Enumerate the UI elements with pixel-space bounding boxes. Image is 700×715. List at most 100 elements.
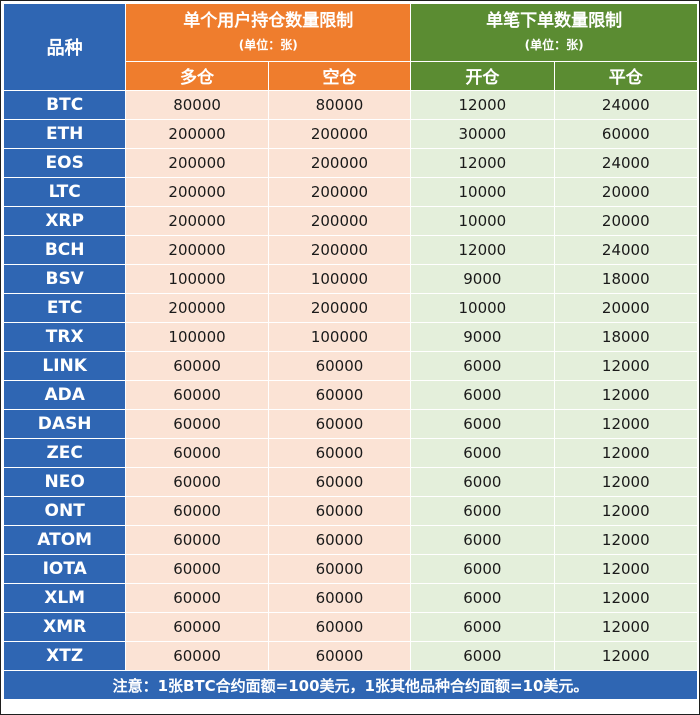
close-limit-cell: 24000: [554, 236, 697, 264]
close-limit-cell: 12000: [554, 439, 697, 467]
long-limit-cell: 200000: [126, 207, 268, 235]
order-limit-unit: (单位：张): [524, 38, 584, 53]
open-limit-cell: 10000: [411, 178, 554, 206]
close-limit-cell: 12000: [554, 642, 697, 670]
symbol-cell: ADA: [4, 381, 126, 409]
close-limit-cell: 18000: [554, 323, 697, 351]
table-body: BTC 80000 80000 12000 24000 ETH 200000 200000 30…: [4, 91, 697, 670]
close-limit-cell: 12000: [554, 381, 697, 409]
open-limit-cell: 30000: [411, 120, 554, 148]
position-limit-title: 单个用户持仓数量限制: [183, 11, 354, 32]
table-row: TRX 100000 100000 9000 18000: [4, 323, 697, 351]
symbol-cell: XLM: [4, 584, 126, 612]
table-row: ZEC 60000 60000 6000 12000: [4, 439, 697, 467]
table-row: EOS 200000 200000 12000 24000: [4, 149, 697, 177]
open-limit-cell: 9000: [411, 323, 554, 351]
symbol-cell: DASH: [4, 410, 126, 438]
short-limit-cell: 60000: [268, 584, 411, 612]
close-limit-cell: 12000: [554, 526, 697, 554]
close-limit-cell: 20000: [554, 207, 697, 235]
short-limit-cell: 60000: [268, 468, 411, 496]
close-limit-cell: 12000: [554, 584, 697, 612]
long-limit-cell: 100000: [126, 323, 268, 351]
table-row: XRP 200000 200000 10000 20000: [4, 207, 697, 235]
open-column-header: 开仓: [411, 61, 554, 90]
open-limit-cell: 6000: [411, 352, 554, 380]
table-row: BTC 80000 80000 12000 24000: [4, 91, 697, 119]
short-limit-cell: 60000: [268, 352, 411, 380]
short-limit-cell: 200000: [268, 294, 411, 322]
contract-limits-table: 品种 单个用户持仓数量限制 (单位：张) 单笔下单数量限制 (单位：张) 多仓 …: [3, 3, 698, 700]
short-limit-cell: 200000: [268, 120, 411, 148]
symbol-cell: BSV: [4, 265, 126, 293]
symbol-cell: XRP: [4, 207, 126, 235]
close-limit-cell: 20000: [554, 178, 697, 206]
long-limit-cell: 60000: [126, 642, 268, 670]
symbol-column-header: 品种: [4, 4, 126, 90]
table-row: BSV 100000 100000 9000 18000: [4, 265, 697, 293]
close-limit-cell: 12000: [554, 352, 697, 380]
open-limit-cell: 12000: [411, 149, 554, 177]
open-limit-cell: 6000: [411, 642, 554, 670]
open-limit-cell: 6000: [411, 584, 554, 612]
open-limit-cell: 6000: [411, 555, 554, 583]
long-limit-cell: 60000: [126, 555, 268, 583]
symbol-cell: ATOM: [4, 526, 126, 554]
long-limit-cell: 200000: [126, 149, 268, 177]
footer-row: 注意：1张BTC合约面额=100美元，1张其他品种合约面额=10美元。: [4, 671, 697, 699]
long-limit-cell: 200000: [126, 236, 268, 264]
symbol-cell: BTC: [4, 91, 126, 119]
close-limit-cell: 20000: [554, 294, 697, 322]
short-limit-cell: 60000: [268, 381, 411, 409]
long-limit-cell: 200000: [126, 294, 268, 322]
open-limit-cell: 12000: [411, 236, 554, 264]
table-row: LINK 60000 60000 6000 12000: [4, 352, 697, 380]
close-limit-cell: 24000: [554, 149, 697, 177]
short-limit-cell: 80000: [268, 91, 411, 119]
close-limit-cell: 12000: [554, 613, 697, 641]
long-limit-cell: 60000: [126, 410, 268, 438]
symbol-cell: XTZ: [4, 642, 126, 670]
close-limit-cell: 12000: [554, 410, 697, 438]
symbol-cell: LTC: [4, 178, 126, 206]
symbol-cell: IOTA: [4, 555, 126, 583]
open-limit-cell: 6000: [411, 497, 554, 525]
short-limit-cell: 200000: [268, 236, 411, 264]
table-row: ONT 60000 60000 6000 12000: [4, 497, 697, 525]
table-row: XMR 60000 60000 6000 12000: [4, 613, 697, 641]
long-column-header: 多仓: [126, 61, 268, 90]
symbol-cell: ETH: [4, 120, 126, 148]
short-limit-cell: 60000: [268, 642, 411, 670]
table-row: ADA 60000 60000 6000 12000: [4, 381, 697, 409]
table-row: XLM 60000 60000 6000 12000: [4, 584, 697, 612]
long-limit-cell: 60000: [126, 584, 268, 612]
symbol-cell: EOS: [4, 149, 126, 177]
long-limit-cell: 60000: [126, 526, 268, 554]
long-limit-cell: 60000: [126, 439, 268, 467]
table-row: IOTA 60000 60000 6000 12000: [4, 555, 697, 583]
long-limit-cell: 60000: [126, 613, 268, 641]
short-limit-cell: 60000: [268, 613, 411, 641]
open-limit-cell: 6000: [411, 439, 554, 467]
close-limit-cell: 18000: [554, 265, 697, 293]
close-limit-cell: 24000: [554, 91, 697, 119]
long-limit-cell: 80000: [126, 91, 268, 119]
table-row: ETH 200000 200000 30000 60000: [4, 120, 697, 148]
position-limit-group-header: 单个用户持仓数量限制 (单位：张): [126, 4, 411, 61]
open-limit-cell: 6000: [411, 468, 554, 496]
order-limit-title: 单笔下单数量限制: [486, 11, 623, 32]
symbol-cell: BCH: [4, 236, 126, 264]
open-limit-cell: 6000: [411, 381, 554, 409]
table-row: NEO 60000 60000 6000 12000: [4, 468, 697, 496]
close-limit-cell: 12000: [554, 555, 697, 583]
order-limit-group-header: 单笔下单数量限制 (单位：张): [411, 4, 697, 61]
position-limit-unit: (单位：张): [238, 38, 298, 53]
table-row: BCH 200000 200000 12000 24000: [4, 236, 697, 264]
symbol-cell: NEO: [4, 468, 126, 496]
close-limit-cell: 12000: [554, 497, 697, 525]
short-limit-cell: 100000: [268, 323, 411, 351]
short-limit-cell: 60000: [268, 497, 411, 525]
long-limit-cell: 200000: [126, 120, 268, 148]
short-limit-cell: 60000: [268, 410, 411, 438]
